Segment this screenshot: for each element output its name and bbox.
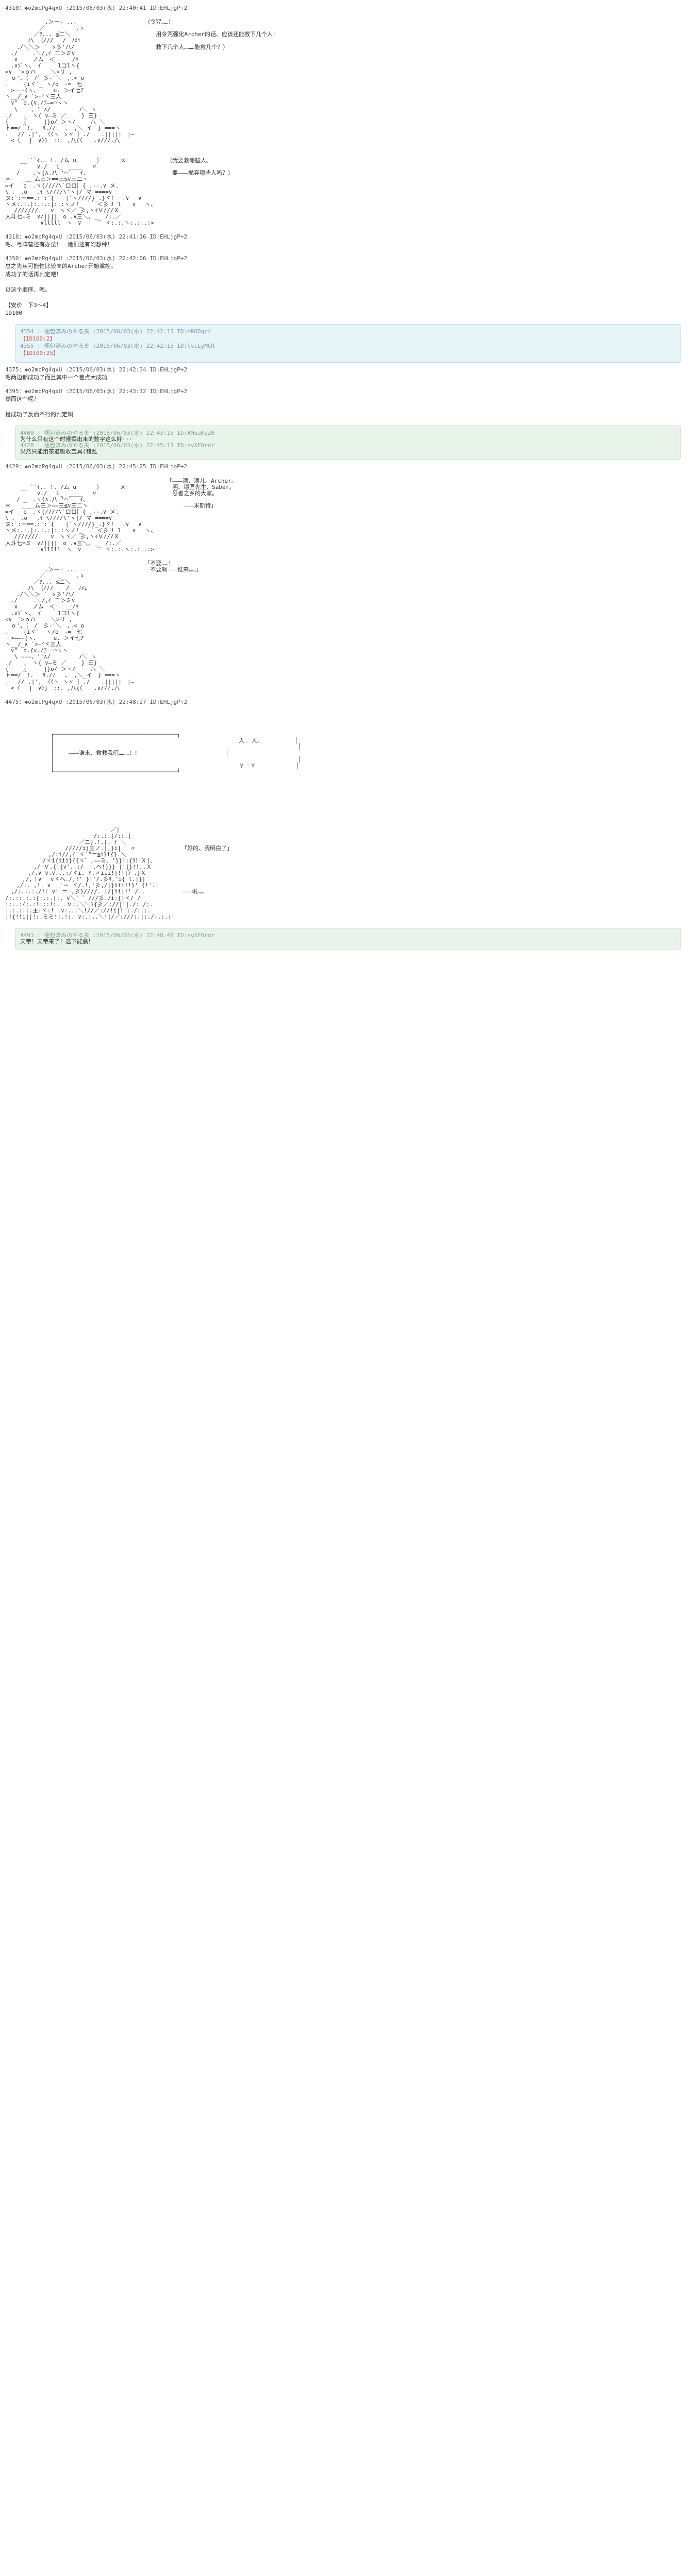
post-4395: 4395：◆o2mcPg4qxU :2015/06/03(水) 22:43:12…: [5, 388, 691, 418]
post-text: 是成功了反而不行的判定啊: [5, 412, 691, 418]
aa-container: __ ``ｲ.. !. /ム u ） メ ∨./ L_ ____ 〃 / _ .…: [5, 151, 691, 226]
aa-art-ayaka-1: .＞ー- ... ／ _ ,ゝ ／ｦ... ≦二＼ ﾉ\ ｛/// / ﾉﾒi …: [5, 13, 134, 144]
post-4429: 4429：◆o2mcPg4qxU :2015/06/03(水) 22:45:25…: [5, 464, 691, 552]
post-text: 嗯两边都成功了而且其中一个差点大成功: [5, 375, 691, 381]
dice-roll: 【1D100:2】: [20, 336, 676, 342]
post-text: 总之先从可能性比较高的Archer开始掌控。: [5, 263, 691, 269]
reply-text: 天帝！天帝来了！这下能赢！: [20, 939, 676, 945]
post-header: 4429：◆o2mcPg4qxU :2015/06/03(水) 22:45:25…: [5, 464, 691, 470]
dialogue-4475: ———谁来、救救我们………！！: [69, 750, 140, 756]
post-text: 以这个顺序、嗯。: [5, 287, 691, 293]
dice-roll: 【1D100:25】: [20, 350, 676, 357]
post-4375: 4375：◆o2mcPg4qxU :2015/06/03(水) 22:42:34…: [5, 367, 691, 381]
post-text: 然而这个呢？: [5, 396, 691, 402]
post-header: 4375：◆o2mcPg4qxU :2015/06/03(水) 22:42:34…: [5, 367, 691, 373]
aa-art-ayaka-3: __ ``ｲ.. !. /ム u ） メ ∨./ L_ ____ 〃 / _ .…: [5, 478, 156, 553]
aa-container: .＞ー- ... ／ _ ,ゝ ／ｦ... ≦二＼ ﾉ\ ｛/// / ﾉﾒi …: [5, 561, 691, 691]
dialogue-4429: 「———漂、漂儿。Archer。 明、锻匠先生、Saber。 忍者之乡的大家。 …: [167, 478, 237, 509]
reply-text: 果然只能用茶道吸收宝具(错乱: [20, 449, 676, 455]
aa-box-art: ┌────────────────────────────────────┐ │…: [5, 725, 691, 775]
post-header: 4395：◆o2mcPg4qxU :2015/06/03(水) 22:43:12…: [5, 388, 691, 395]
reply-box-green-bottom: 4493 : 梱包済みのやる夫 :2015/06/03(水) 22:48:48 …: [15, 928, 681, 950]
reply-header: 4354 : 梱包済みのやる夫 :2015/06/03(水) 22:42:15 …: [20, 329, 676, 335]
dialogue-4310b: （我要救哪些人。 要———抛弃哪些人吗？）: [167, 151, 234, 182]
post-4318: 4318：◆o2mcPg4qxU :2015/06/03(水) 22:41:16…: [5, 234, 691, 248]
post-4429b: .＞ー- ... ／ _ ,ゝ ／ｦ... ≦二＼ ﾉ\ ｛/// / ﾉﾒi …: [5, 561, 691, 691]
post-header: 4475：◆o2mcPg4qxU :2015/06/03(水) 22:48:27…: [5, 699, 691, 705]
aa-container: ／| /:.:.|/::.| ／ニ}.!.|. ｲ ＼ /////ij三ノ.|,…: [5, 820, 691, 920]
aa-container: __ ``ｲ.. !. /ム u ） メ ∨./ L_ ____ 〃 / _ .…: [5, 478, 691, 553]
post-header: 4310：◆o2mcPg4qxU :2015/06/03(水) 22:40:41…: [5, 5, 691, 11]
post-header: 4350：◆o2mcPg4qxU :2015/06/03(水) 22:42:06…: [5, 256, 691, 262]
dialogue-4429b: 「不要……！ 不要啊———谁来……」: [144, 561, 201, 573]
reply-header: 4493 : 梱包済みのやる夫 :2015/06/03(水) 22:48:48 …: [20, 933, 676, 939]
post-text: 成功了的话再判定吧！: [5, 272, 691, 278]
post-header: 4318：◆o2mcPg4qxU :2015/06/03(水) 22:41:16…: [5, 234, 691, 240]
reply-box-green: 4400 : 梱包済みのやる夫 :2015/06/03(水) 22:43:15 …: [15, 426, 681, 460]
aa-art-ayaka-4: .＞ー- ... ／ _ ,ゝ ／ｦ... ≦二＼ ﾉ\ ｛/// / ﾉﾒi …: [5, 561, 134, 691]
post-4475: 4475：◆o2mcPg4qxU :2015/06/03(水) 22:48:27…: [5, 699, 691, 775]
reply-box-blue: 4354 : 梱包済みのやる夫 :2015/06/03(水) 22:42:15 …: [15, 324, 681, 362]
aa-art-tendou: ／| /:.:.|/::.| ／ニ}.!.|. ｲ ＼ /////ij三ノ.|,…: [5, 820, 171, 920]
dialogue-4310: （令咒……！ 用令咒强化Archer的话、应该还能救下几个人！ 救下几个人…………: [144, 13, 278, 57]
reply-header: 4428 : 梱包済みのやる夫 :2015/06/03(水) 22:45:13 …: [20, 443, 676, 449]
post-text: 【安价 下3～4】: [5, 302, 691, 309]
post-text: 1D100: [5, 310, 691, 316]
post-4310: 4310：◆o2mcPg4qxU :2015/06/03(水) 22:40:41…: [5, 5, 691, 144]
post-text: 嗯、弓阵营还有办法！ 她们还有幻想种！: [5, 242, 691, 248]
reply-header: 4355 : 梱包済みのやる夫 :2015/06/03(水) 22:42:15 …: [20, 343, 676, 349]
dialogue-4475b: 「好的、我明白了」 ———帆……: [181, 820, 233, 901]
post-4475b: ／| /:.:.|/::.| ／ニ}.!.|. ｲ ＼ /////ij三ノ.|,…: [5, 820, 691, 920]
post-4310b: __ ``ｲ.. !. /ム u ） メ ∨./ L_ ____ 〃 / _ .…: [5, 151, 691, 226]
post-4350: 4350：◆o2mcPg4qxU :2015/06/03(水) 22:42:06…: [5, 256, 691, 316]
aa-container: .＞ー- ... ／ _ ,ゝ ／ｦ... ≦二＼ ﾉ\ ｛/// / ﾉﾒi …: [5, 13, 691, 144]
aa-art-ayaka-2: __ ``ｲ.. !. /ム u ） メ ∨./ L_ ____ 〃 / _ .…: [5, 151, 156, 226]
